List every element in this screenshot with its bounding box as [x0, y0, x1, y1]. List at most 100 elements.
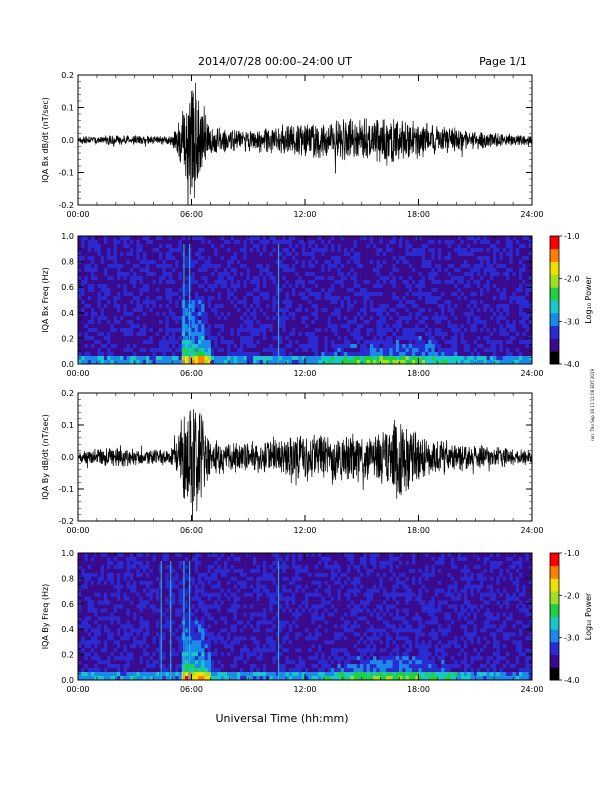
- spectrogram-cell: [201, 276, 205, 281]
- spectrogram-cell: [460, 360, 465, 365]
- spectrogram-cell: [113, 312, 118, 317]
- spectrogram-cell: [175, 252, 179, 257]
- spectrogram-cell: [103, 240, 108, 245]
- spectrogram-cell: [259, 304, 264, 309]
- spectrogram-cell: [470, 260, 474, 265]
- spectrogram-cell: [412, 356, 416, 361]
- spectrogram-cell: [275, 288, 280, 293]
- spectrogram-cell: [512, 320, 517, 325]
- spectrogram-cell: [81, 292, 85, 297]
- spectrogram-cell: [343, 312, 348, 317]
- spectrogram-cell: [275, 252, 280, 257]
- spectrogram-cell: [78, 268, 82, 273]
- spectrogram-cell: [152, 272, 157, 277]
- spectrogram-cell: [97, 312, 101, 317]
- spectrogram-cell: [191, 328, 196, 333]
- spectrogram-cell: [395, 336, 400, 341]
- spectrogram-cell: [217, 296, 221, 301]
- spectrogram-cell: [295, 248, 299, 253]
- spectrogram-cell: [194, 292, 199, 297]
- spectrogram-cell: [87, 236, 92, 241]
- spectrogram-cell: [389, 356, 393, 361]
- spectrogram-cell: [376, 324, 380, 329]
- spectrogram-cell: [480, 244, 484, 249]
- spectrogram-cell: [295, 272, 299, 277]
- spectrogram-cell: [214, 360, 218, 365]
- spectrogram-cell: [272, 328, 277, 333]
- spectrogram-cell: [424, 292, 429, 297]
- spectrogram-cell: [269, 276, 273, 281]
- spectrogram-cell: [421, 352, 426, 357]
- spectrogram-cell: [395, 280, 400, 285]
- spectrogram-cell: [100, 360, 105, 365]
- spectrogram-cell: [207, 244, 212, 249]
- spectrogram-cell: [292, 320, 296, 325]
- spectrogram-cell: [476, 300, 481, 305]
- spectrogram-cell: [159, 300, 163, 305]
- spectrogram-cell: [450, 284, 455, 289]
- spectrogram-cell: [120, 292, 124, 297]
- spectrogram-cell: [444, 288, 448, 293]
- spectrogram-cell: [525, 344, 530, 349]
- spectrogram-cell: [110, 304, 114, 309]
- spectrogram-cell: [288, 308, 293, 313]
- spectrogram-cell: [272, 292, 277, 297]
- spectrogram-cell: [525, 236, 530, 241]
- spectrogram-cell: [191, 352, 196, 357]
- spectrogram-cell: [266, 284, 270, 289]
- spectrogram-cell: [230, 272, 234, 277]
- spectrogram-cell: [337, 324, 341, 329]
- spectrogram-cell: [204, 252, 209, 257]
- spectrogram-cell: [441, 316, 445, 321]
- spectrogram-cell: [457, 312, 461, 317]
- spectrogram-cell: [159, 252, 163, 257]
- spectrogram-cell: [450, 260, 455, 265]
- spectrogram-cell: [162, 244, 166, 249]
- spectrogram-cell: [162, 300, 166, 305]
- spectrogram-cell: [499, 240, 504, 245]
- spectrogram-cell: [152, 348, 157, 353]
- spectrogram-cell: [149, 280, 153, 285]
- spectrogram-cell: [172, 352, 176, 357]
- spectrogram-cell: [259, 356, 264, 361]
- spectrogram-cell: [421, 240, 426, 245]
- spectrogram-cell: [120, 344, 124, 349]
- spectrogram-cell: [113, 296, 118, 301]
- spectrogram-cell: [201, 288, 205, 293]
- spectrogram-cell: [473, 352, 478, 357]
- spectrogram-cell: [81, 672, 85, 677]
- spectrogram-cell: [421, 300, 426, 305]
- spectrogram-cell: [386, 348, 390, 353]
- spectrogram-cell: [253, 276, 257, 281]
- spectrogram-cell: [240, 316, 244, 321]
- spectrogram-cell: [84, 252, 89, 257]
- spectrogram-cell: [253, 312, 257, 317]
- spectrogram-cell: [463, 292, 468, 297]
- spectrogram-cell: [454, 324, 458, 329]
- spectrogram-cell: [282, 284, 286, 289]
- spectrogram-cell: [305, 276, 309, 281]
- spectrogram-cell: [421, 260, 426, 265]
- spectrogram-cell: [480, 308, 484, 313]
- spectrogram-cell: [133, 308, 137, 313]
- spectrogram-cell: [256, 268, 260, 273]
- spectrogram-cell: [87, 628, 92, 633]
- spectrogram-cell: [266, 312, 270, 317]
- spectrogram-cell: [116, 316, 121, 321]
- spectrogram-cell: [502, 256, 507, 261]
- spectrogram-cell: [317, 296, 322, 301]
- spectrogram-cell: [249, 248, 254, 253]
- spectrogram-cell: [486, 288, 491, 293]
- spectrogram-cell: [308, 360, 312, 365]
- spectrogram-cell: [363, 316, 367, 321]
- spectrogram-cell: [210, 352, 215, 357]
- spectrogram-cell: [434, 244, 439, 249]
- spectrogram-cell: [236, 292, 241, 297]
- spectrogram-cell: [454, 356, 458, 361]
- spectrogram-cell: [444, 356, 448, 361]
- spectrogram-cell: [223, 244, 228, 249]
- spectrogram-cell: [347, 344, 351, 349]
- spectrogram-cell: [347, 244, 351, 249]
- spectrogram-cell: [434, 284, 439, 289]
- spectrogram-cell: [94, 292, 98, 297]
